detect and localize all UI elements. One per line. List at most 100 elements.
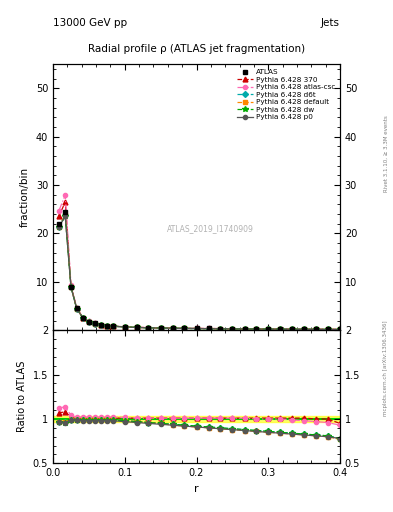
Pythia 6.428 dw [92,321,97,327]
Pythia 6.428 p0 [63,214,68,220]
Pythia 6.428 p0 [206,326,211,332]
Pythia 6.428 d6t [194,326,199,332]
Pythia 6.428 atlas-csc [86,318,91,325]
Pythia 6.428 atlas-csc [99,322,103,328]
Pythia 6.428 default [146,325,151,331]
Pythia 6.428 d6t [171,325,175,331]
Pythia 6.428 default [206,326,211,332]
Pythia 6.428 p0 [69,284,73,290]
Y-axis label: Ratio to ATLAS: Ratio to ATLAS [17,361,27,433]
Pythia 6.428 dw [74,306,79,312]
Pythia 6.428 atlas-csc [302,326,307,332]
Pythia 6.428 dw [69,284,73,290]
Pythia 6.428 default [182,325,187,331]
Pythia 6.428 d6t [99,322,103,328]
Pythia 6.428 p0 [194,326,199,332]
Pythia 6.428 370 [242,326,247,332]
Pythia 6.428 default [194,326,199,332]
Pythia 6.428 atlas-csc [290,326,294,332]
Pythia 6.428 p0 [92,321,97,327]
ATLAS [81,315,86,321]
Pythia 6.428 dw [278,326,283,332]
ATLAS [230,326,235,332]
ATLAS [99,322,103,328]
ATLAS [92,321,97,327]
Pythia 6.428 370 [57,213,61,219]
ATLAS [338,326,342,332]
Pythia 6.428 default [302,326,307,332]
ATLAS [266,326,270,332]
Pythia 6.428 d6t [92,321,97,327]
Text: Radial profile ρ (ATLAS jet fragmentation): Radial profile ρ (ATLAS jet fragmentatio… [88,44,305,54]
Pythia 6.428 atlas-csc [218,326,222,332]
Pythia 6.428 default [218,326,222,332]
Pythia 6.428 370 [325,326,330,332]
ATLAS [278,326,283,332]
Pythia 6.428 d6t [338,327,342,333]
Line: Pythia 6.428 p0: Pythia 6.428 p0 [57,215,342,332]
Pythia 6.428 370 [74,305,79,311]
Pythia 6.428 dw [314,326,319,332]
Pythia 6.428 370 [86,318,91,325]
Pythia 6.428 p0 [74,306,79,312]
Pythia 6.428 370 [99,322,103,328]
Pythia 6.428 atlas-csc [253,326,258,332]
Pythia 6.428 p0 [105,323,109,329]
Pythia 6.428 dw [105,323,109,329]
Pythia 6.428 default [158,325,163,331]
Text: Jets: Jets [321,18,340,28]
Pythia 6.428 default [105,323,109,329]
Pythia 6.428 370 [158,325,163,331]
Pythia 6.428 dw [253,326,258,332]
Pythia 6.428 d6t [158,325,163,331]
Pythia 6.428 d6t [74,306,79,312]
Pythia 6.428 atlas-csc [278,326,283,332]
Pythia 6.428 370 [63,199,68,205]
Pythia 6.428 p0 [81,315,86,322]
ATLAS [146,325,151,331]
Pythia 6.428 dw [266,326,270,332]
ATLAS [253,326,258,332]
Pythia 6.428 atlas-csc [242,326,247,332]
Pythia 6.428 dw [99,322,103,328]
Pythia 6.428 dw [194,326,199,332]
Pythia 6.428 dw [57,224,61,230]
Pythia 6.428 370 [135,324,140,330]
Pythia 6.428 dw [290,326,294,332]
Pythia 6.428 default [81,315,86,322]
Pythia 6.428 p0 [266,326,270,332]
Pythia 6.428 370 [110,323,115,329]
Pythia 6.428 d6t [218,326,222,332]
Pythia 6.428 370 [266,326,270,332]
Pythia 6.428 atlas-csc [206,326,211,332]
Pythia 6.428 p0 [314,326,319,332]
Pythia 6.428 370 [230,326,235,332]
Pythia 6.428 370 [206,326,211,332]
Y-axis label: fraction/bin: fraction/bin [20,167,30,227]
Pythia 6.428 atlas-csc [314,326,319,332]
Pythia 6.428 default [57,224,61,230]
Pythia 6.428 370 [182,325,187,331]
Pythia 6.428 atlas-csc [182,325,187,331]
Pythia 6.428 atlas-csc [123,324,127,330]
Line: Pythia 6.428 370: Pythia 6.428 370 [56,200,342,332]
ATLAS [171,325,175,331]
Pythia 6.428 p0 [325,326,330,332]
Pythia 6.428 d6t [146,325,151,331]
Pythia 6.428 atlas-csc [325,326,330,332]
Pythia 6.428 p0 [242,326,247,332]
Pythia 6.428 atlas-csc [194,325,199,331]
Pythia 6.428 atlas-csc [158,325,163,331]
Pythia 6.428 p0 [290,326,294,332]
Text: ATLAS_2019_I1740909: ATLAS_2019_I1740909 [167,225,254,233]
Pythia 6.428 atlas-csc [135,324,140,330]
Pythia 6.428 dw [135,324,140,330]
Pythia 6.428 370 [314,326,319,332]
Pythia 6.428 default [171,325,175,331]
Pythia 6.428 dw [123,324,127,330]
Pythia 6.428 atlas-csc [171,325,175,331]
Pythia 6.428 p0 [57,224,61,230]
ATLAS [302,326,307,332]
Pythia 6.428 default [74,306,79,312]
Pythia 6.428 default [86,318,91,325]
